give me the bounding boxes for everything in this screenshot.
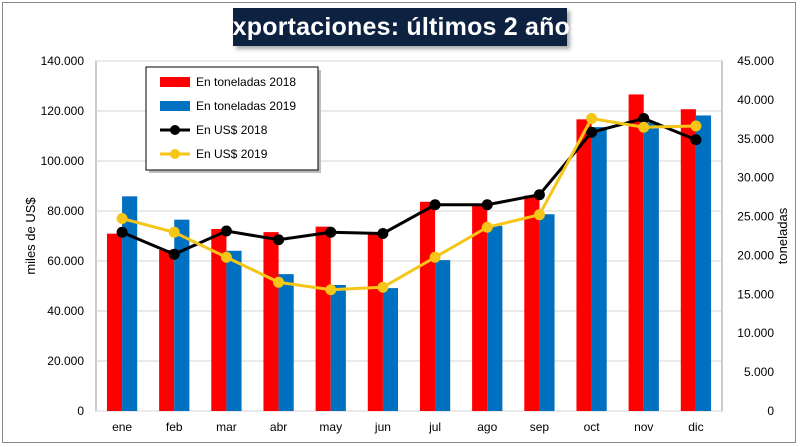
bar <box>211 229 227 411</box>
data-point <box>638 121 650 133</box>
bar <box>159 250 175 411</box>
series-line <box>121 116 697 256</box>
bar <box>330 285 346 411</box>
x-tick-label: ene <box>112 420 132 434</box>
y-left-tick-label: 80.000 <box>47 204 84 218</box>
data-point <box>690 120 702 132</box>
y-right-tick-label: 35.000 <box>737 132 774 146</box>
y-right-tick-label: 10.000 <box>737 326 774 340</box>
bar <box>419 201 436 411</box>
data-point <box>481 221 493 233</box>
data-point <box>429 199 441 211</box>
data-point <box>377 228 389 239</box>
chart-title-box: Exportaciones: últimos 2 años <box>216 8 584 46</box>
y-left-tick-label: 100.000 <box>41 154 85 168</box>
legend-label: En toneladas 2019 <box>196 99 296 113</box>
bar <box>263 232 279 411</box>
bar <box>680 109 696 411</box>
bar <box>367 232 383 411</box>
series-line <box>121 116 696 292</box>
y-right-tick-label: 0 <box>767 404 774 418</box>
bar <box>278 274 294 411</box>
data-point <box>273 234 285 246</box>
data-point <box>325 284 337 296</box>
data-point <box>586 126 598 138</box>
y-left-tick-label: 120.000 <box>41 104 85 118</box>
bar <box>106 233 123 411</box>
data-point <box>273 276 285 288</box>
x-tick-label: sep <box>530 420 550 434</box>
data-point <box>533 189 545 201</box>
lines <box>116 113 702 296</box>
data-point <box>481 199 493 211</box>
bar <box>643 122 659 411</box>
x-axis-ticks: ene feb mar abr may jun jul ago sep oct nov dic <box>112 420 704 434</box>
x-tick-label: dic <box>688 420 703 434</box>
chart-title: Exportaciones: últimos 2 años <box>215 12 585 41</box>
left-axis-ticks: 0 20.000 40.000 60.000 80.000 100.000 120.000 1… <box>41 54 85 418</box>
y-left-tick-label: 60.000 <box>47 254 84 268</box>
legend-label: En US$ 2018 <box>196 123 268 137</box>
data-point <box>638 113 650 124</box>
bar <box>628 94 644 411</box>
data-point <box>168 226 180 238</box>
bar <box>472 204 488 411</box>
data-point <box>168 248 180 260</box>
x-tick-label: mar <box>216 420 237 434</box>
data-point <box>116 213 128 224</box>
bar <box>226 250 242 411</box>
data-point <box>533 209 545 221</box>
y-left-tick-label: 20.000 <box>47 354 84 368</box>
y-right-tick-label: 30.000 <box>737 171 774 185</box>
x-tick-label: feb <box>166 420 183 434</box>
right-axis-ticks: 0 5.000 10.000 15.000 20.000 25.000 30.000 35.0… <box>737 54 774 418</box>
y-right-tick-label: 20.000 <box>737 248 774 262</box>
y-left-tick-label: 40.000 <box>47 304 84 318</box>
data-point <box>429 251 441 263</box>
bar <box>695 115 712 411</box>
x-tick-label: may <box>319 420 342 434</box>
bar <box>435 260 451 411</box>
legend-label: En toneladas 2018 <box>196 75 296 89</box>
y-axis-right-label: toneladas <box>775 207 790 264</box>
legend-label: En US$ 2019 <box>196 147 268 161</box>
legend: En toneladas 2018 En toneladas 2019 En US$… <box>145 66 321 173</box>
bar <box>122 196 138 411</box>
y-right-tick-label: 15.000 <box>737 287 774 301</box>
data-point <box>586 113 598 124</box>
x-tick-label: abr <box>270 420 287 434</box>
bar <box>576 119 592 411</box>
y-left-tick-label: 0 <box>77 404 84 418</box>
y-axis-left-label: miles de US$ <box>23 197 38 275</box>
data-point <box>220 251 232 263</box>
y-right-tick-label: 45.000 <box>737 54 774 68</box>
bars <box>106 94 712 411</box>
bar <box>382 288 399 411</box>
x-tick-label: nov <box>634 420 653 434</box>
x-tick-label: jul <box>428 420 441 434</box>
data-point <box>325 226 337 238</box>
y-right-tick-label: 5.000 <box>744 365 774 379</box>
x-tick-label: jun <box>374 420 391 434</box>
x-tick-label: oct <box>584 420 601 434</box>
y-left-tick-label: 140.000 <box>41 54 85 68</box>
data-point <box>690 134 702 146</box>
bar <box>315 226 331 411</box>
data-point <box>116 226 128 238</box>
legend-swatch <box>160 77 190 87</box>
legend-marker <box>170 149 180 159</box>
bar <box>487 225 503 411</box>
bar <box>524 195 540 411</box>
data-point <box>377 281 389 293</box>
legend-marker <box>170 125 180 135</box>
data-point <box>220 225 232 237</box>
x-tick-label: ago <box>477 420 497 434</box>
bar <box>174 219 190 411</box>
bar <box>539 214 555 411</box>
bar <box>591 127 607 411</box>
y-right-tick-label: 40.000 <box>737 93 774 107</box>
y-right-tick-label: 25.000 <box>737 210 774 224</box>
legend-swatch <box>160 101 190 111</box>
